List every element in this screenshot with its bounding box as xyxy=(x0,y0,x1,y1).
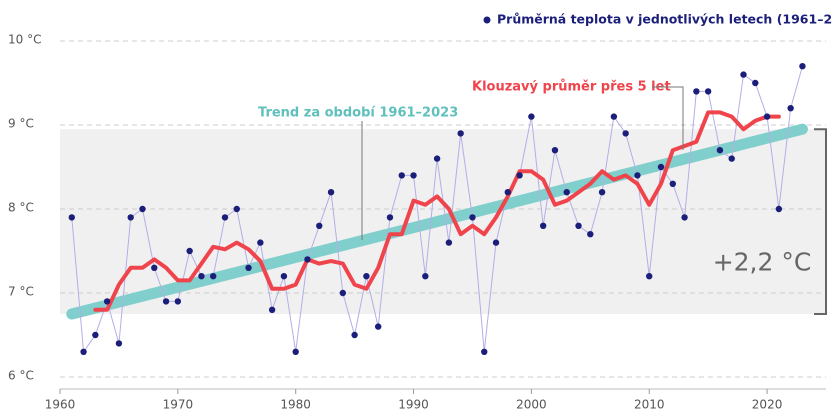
annual-point xyxy=(669,180,676,187)
annual-point xyxy=(115,340,123,347)
annual-point xyxy=(481,348,488,355)
moving-average-label: Klouzavý průměr přes 5 let xyxy=(472,80,671,95)
annual-point xyxy=(292,348,299,355)
annual-point xyxy=(539,222,547,229)
y-tick-label: 10 °C xyxy=(8,33,41,47)
annual-point xyxy=(693,88,700,95)
annual-point xyxy=(469,214,476,221)
y-tick-label: 8 °C xyxy=(8,201,34,215)
annual-point xyxy=(598,189,606,196)
annual-point xyxy=(516,172,523,179)
annual-point xyxy=(374,323,382,330)
bracket xyxy=(814,128,827,315)
annual-point xyxy=(528,113,535,120)
annual-point xyxy=(92,331,99,339)
y-tick-label: 7 °C xyxy=(8,285,34,299)
annual-point xyxy=(433,155,441,162)
annual-point xyxy=(304,256,311,263)
x-tick-label: 2020 xyxy=(752,398,783,412)
annual-point xyxy=(268,306,276,313)
annual-point xyxy=(339,289,347,297)
annual-point xyxy=(245,264,252,271)
annual-point xyxy=(162,298,170,305)
annual-point xyxy=(799,62,806,70)
x-tick-label: 2000 xyxy=(516,398,547,412)
annual-point xyxy=(610,113,618,120)
y-tick-label: 6 °C xyxy=(8,369,34,383)
annual-point xyxy=(198,273,205,280)
annual-point xyxy=(492,239,500,246)
delta-label: +2,2 °C xyxy=(713,248,812,277)
annual-point xyxy=(551,147,559,154)
annual-point xyxy=(327,189,335,196)
annual-point xyxy=(681,214,688,221)
annual-point xyxy=(398,172,405,179)
annual-point xyxy=(422,273,429,280)
annual-point xyxy=(775,205,783,213)
annual-point xyxy=(787,105,794,112)
y-tick-label: 9 °C xyxy=(8,117,34,131)
trend-line xyxy=(66,123,808,320)
moving-average-leader xyxy=(652,86,684,150)
annual-point xyxy=(139,205,146,213)
x-tick-label: 1990 xyxy=(398,398,429,412)
annual-point xyxy=(351,331,358,339)
legend-dot xyxy=(483,16,491,24)
annual-point xyxy=(563,189,570,196)
x-tick-label: 2010 xyxy=(634,398,665,412)
annual-point xyxy=(716,147,724,154)
annual-point xyxy=(728,155,735,162)
annual-point xyxy=(316,222,323,229)
moving-average-line xyxy=(93,110,781,312)
annual-point xyxy=(174,298,182,305)
annual-point xyxy=(763,113,771,120)
legend-label: Průměrná teplota v jednotlivých letech (… xyxy=(497,12,832,27)
annual-point xyxy=(457,130,464,137)
annual-point xyxy=(127,214,134,221)
annual-point xyxy=(233,205,240,213)
annual-point xyxy=(257,239,264,246)
annual-point xyxy=(386,214,394,221)
annual-point xyxy=(575,222,582,229)
annual-point xyxy=(622,130,629,137)
annual-point xyxy=(210,273,217,280)
annual-point xyxy=(280,273,288,280)
annual-point xyxy=(221,214,229,221)
annual-point xyxy=(186,247,193,255)
annual-point xyxy=(634,172,641,179)
annual-point xyxy=(504,189,512,196)
x-tick-label: 1970 xyxy=(163,398,194,412)
annual-point xyxy=(80,348,87,355)
annual-point xyxy=(646,273,653,280)
x-tick-label: 1960 xyxy=(45,398,76,412)
annual-point xyxy=(410,172,417,179)
annual-point xyxy=(704,88,712,95)
annual-point xyxy=(657,163,665,171)
x-tick-label: 1980 xyxy=(280,398,311,412)
annual-point xyxy=(151,264,158,271)
annual-point xyxy=(587,231,594,238)
annual-point xyxy=(740,71,747,78)
trend-label: Trend za období 1961–2023 xyxy=(258,106,458,121)
annual-point xyxy=(445,239,453,246)
annual-point xyxy=(752,79,759,87)
annual-point xyxy=(103,298,111,305)
annual-point xyxy=(68,214,75,221)
annual-point xyxy=(363,273,370,280)
